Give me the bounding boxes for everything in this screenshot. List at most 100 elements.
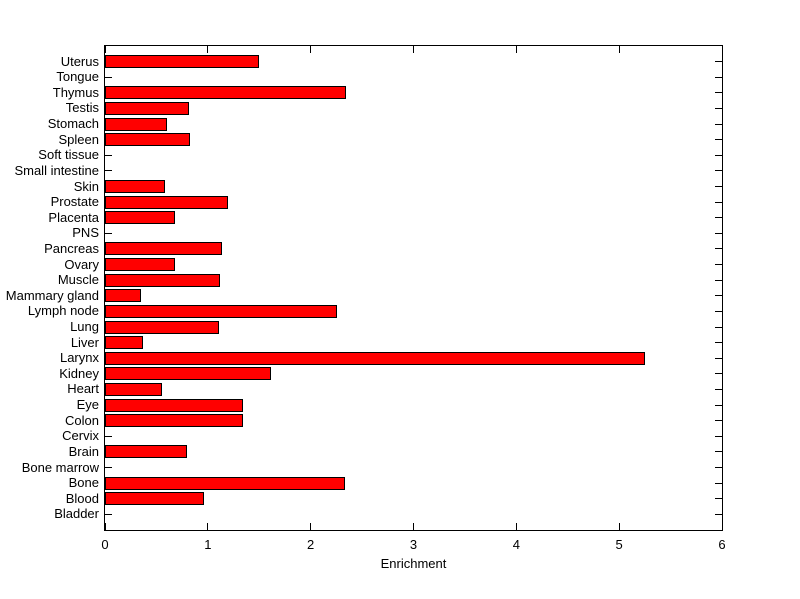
y-axis-label: Colon [65,412,99,428]
y-tick-right [715,154,722,156]
y-tick-left [105,513,112,515]
y-tick-right [715,232,722,234]
y-axis-label: Mammary gland [5,287,99,303]
x-tick-label: 4 [512,537,520,552]
bar [105,55,260,69]
x-tick-top [721,46,723,53]
bar [105,273,221,287]
bar [105,289,141,303]
y-axis-label: Kidney [59,365,99,381]
y-tick-right [715,123,722,125]
y-tick-right [715,201,722,203]
y-tick-right [715,139,722,141]
bar [105,258,175,272]
y-tick-right [715,264,722,266]
bar [105,320,220,334]
x-tick-label: 2 [307,537,315,552]
y-axis-label: Soft tissue [38,147,99,163]
y-axis-label: Small intestine [14,162,99,178]
y-axis-label: Skin [73,178,99,194]
y-axis-label: Spleen [58,131,99,147]
y-axis-label: Tongue [56,69,99,85]
y-tick-right [715,435,722,437]
y-axis-label: Lung [70,319,99,335]
y-axis-label: Stomach [47,116,99,132]
x-tick-bottom [310,523,312,530]
y-tick-right [715,420,722,422]
y-tick-right [715,498,722,500]
y-tick-left [105,76,112,78]
y-tick-left [105,232,112,234]
x-tick-bottom [207,523,209,530]
bar [105,242,223,256]
y-axis-label: Bladder [54,506,99,522]
y-tick-right [715,404,722,406]
y-axis-label: Placenta [48,209,99,225]
x-axis-title: Enrichment [380,556,447,571]
x-tick-bottom [104,523,106,530]
y-axis-label: Thymus [52,84,99,100]
y-axis-label: PNS [72,225,99,241]
y-tick-right [715,248,722,250]
y-tick-right [715,373,722,375]
bar [105,492,204,506]
y-tick-right [715,107,722,109]
x-tick-bottom [618,523,620,530]
bar [105,414,243,428]
bar [105,445,188,459]
x-tick-top [207,46,209,53]
x-tick-bottom [413,523,414,530]
x-tick-bottom [515,523,517,530]
y-axis-label: Testis [65,100,99,116]
y-axis-label: Eye [76,397,99,413]
y-tick-left [105,435,112,437]
bar [105,304,338,318]
x-tick-bottom [721,523,723,530]
y-tick-right [715,76,722,78]
y-tick-right [715,357,722,359]
bar [105,398,243,412]
y-axis-label: Ovary [64,256,99,272]
x-tick-top [104,46,106,53]
y-axis-label: Muscle [57,272,99,288]
y-tick-right [715,342,722,344]
y-axis-label: Larynx [59,350,99,366]
y-axis-label: Liver [70,334,99,350]
bar [105,180,165,194]
y-tick-left [105,154,112,156]
x-tick-label: 6 [718,537,726,552]
y-axis-label: Cervix [62,428,99,444]
bar [105,117,167,131]
y-tick-right [715,310,722,312]
x-tick-label: 0 [101,537,109,552]
y-axis-label: Bone marrow [21,459,99,475]
y-tick-right [715,513,722,515]
y-axis-label: Heart [67,381,99,397]
bar [105,195,229,209]
x-tick-top [413,46,414,53]
x-tick-label: 5 [615,537,623,552]
y-tick-right [715,326,722,328]
y-axis-label: Uterus [60,53,99,69]
x-tick-label: 1 [204,537,212,552]
y-tick-left [105,170,112,172]
bar [105,476,345,490]
y-axis-label: Prostate [50,194,99,210]
x-tick-top [515,46,517,53]
y-tick-right [715,451,722,453]
x-tick-label: 3 [409,537,418,552]
y-tick-right [715,295,722,297]
y-tick-right [715,388,722,390]
bar [105,367,271,381]
y-tick-right [715,92,722,94]
y-axis-label: Brain [68,443,99,459]
bar [105,211,175,225]
y-tick-right [715,61,722,63]
x-tick-top [618,46,620,53]
plot-area [104,45,723,531]
y-tick-right [715,482,722,484]
y-tick-right [715,186,722,188]
bar [105,382,162,396]
y-tick-right [715,279,722,281]
